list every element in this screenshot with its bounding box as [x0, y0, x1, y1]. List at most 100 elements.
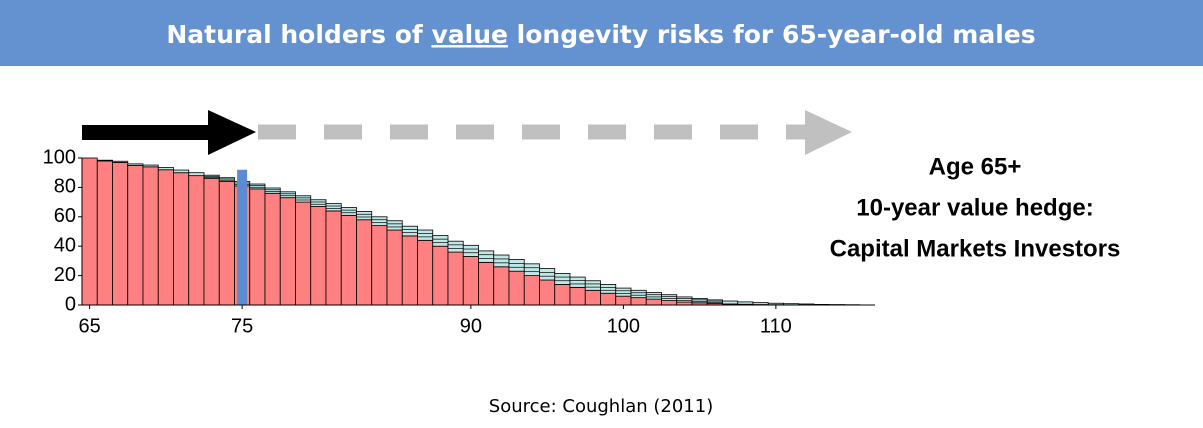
survival-bar — [280, 198, 295, 305]
uncertainty-band — [448, 241, 463, 252]
uncertainty-band — [128, 164, 143, 165]
survival-bar — [524, 276, 539, 305]
uncertainty-band — [113, 161, 128, 162]
survival-bar — [158, 170, 173, 305]
uncertainty-band — [738, 302, 753, 304]
title-part: Natural holders of — [166, 20, 431, 49]
dashed-arrow-head — [805, 110, 852, 155]
survival-bar — [540, 280, 555, 305]
survival-bar — [265, 193, 280, 305]
uncertainty-band — [585, 281, 600, 291]
uncertainty-band — [97, 160, 112, 161]
uncertainty-band — [601, 284, 616, 293]
uncertainty-band — [570, 277, 585, 287]
x-tick-label: 110 — [760, 315, 792, 337]
uncertainty-band — [540, 269, 555, 280]
uncertainty-band — [265, 188, 280, 193]
uncertainty-band — [692, 298, 707, 302]
survival-bar — [174, 173, 189, 305]
y-tick-label: 0 — [65, 293, 76, 315]
x-tick-label: 100 — [607, 315, 640, 337]
uncertainty-band — [677, 297, 692, 302]
survival-bar — [494, 267, 509, 305]
annotation: Capital Markets Investors — [830, 235, 1121, 262]
uncertainty-band — [707, 300, 722, 304]
annotation: Age 65+ — [929, 153, 1022, 180]
uncertainty-band — [250, 184, 265, 189]
uncertainty-band — [418, 230, 433, 240]
uncertainty-band — [387, 221, 402, 230]
survival-bar — [631, 298, 646, 305]
uncertainty-band — [753, 303, 768, 305]
uncertainty-band — [631, 290, 646, 297]
uncertainty-band — [341, 208, 356, 216]
survival-bar — [189, 176, 204, 305]
survival-bar — [250, 189, 265, 305]
uncertainty-band — [204, 175, 219, 178]
uncertainty-band — [463, 245, 478, 256]
title-part: longevity risks for 65-year-old males — [508, 20, 1036, 49]
survival-bar — [341, 215, 356, 305]
survival-bar — [113, 162, 128, 305]
uncertainty-band — [174, 170, 189, 173]
title-emphasis: value — [431, 20, 508, 49]
survival-bar — [555, 284, 570, 305]
uncertainty-band — [524, 264, 539, 276]
uncertainty-band — [326, 204, 341, 211]
survival-bar — [662, 301, 677, 305]
survival-bar — [372, 226, 387, 305]
survival-bar — [143, 167, 158, 305]
survival-bar — [402, 236, 417, 305]
uncertainty-band — [616, 288, 631, 296]
uncertainty-band — [768, 303, 783, 304]
survival-bar — [616, 296, 631, 305]
survival-bar — [82, 158, 97, 305]
uncertainty-band — [509, 259, 524, 271]
survival-bar — [311, 207, 326, 305]
survival-bar — [570, 287, 585, 305]
survival-bar — [585, 290, 600, 305]
survival-bar — [204, 179, 219, 305]
x-tick-label: 90 — [460, 315, 482, 337]
survival-bar — [296, 202, 311, 305]
uncertainty-band — [158, 168, 173, 170]
y-tick-label: 100 — [43, 146, 76, 168]
survival-bar — [418, 240, 433, 305]
uncertainty-band — [357, 212, 372, 220]
uncertainty-band — [723, 301, 738, 304]
survival-bar — [433, 246, 448, 305]
source: Source: Coughlan (2011) — [489, 396, 713, 417]
uncertainty-band — [296, 196, 311, 202]
hedge-marker — [237, 170, 247, 305]
survival-bar — [357, 220, 372, 305]
y-tick-label: 80 — [54, 176, 76, 198]
survival-bar — [509, 271, 524, 305]
uncertainty-band — [662, 295, 677, 301]
survival-bar — [646, 299, 661, 305]
uncertainty-band — [280, 192, 295, 198]
uncertainty-band — [402, 226, 417, 236]
uncertainty-band — [646, 293, 661, 300]
y-tick-label: 60 — [54, 205, 76, 227]
survival-bar — [601, 293, 616, 305]
arrow-head — [208, 110, 256, 155]
uncertainty-band — [189, 173, 204, 176]
survival-bar — [448, 252, 463, 305]
uncertainty-band — [372, 217, 387, 226]
uncertainty-band — [479, 251, 494, 262]
y-tick-label: 20 — [54, 264, 76, 286]
survival-bar — [387, 230, 402, 305]
y-tick-label: 40 — [54, 234, 76, 256]
survival-bar — [326, 211, 341, 305]
annotation: 10-year value hedge: — [856, 194, 1093, 221]
uncertainty-band — [143, 165, 158, 167]
title: Natural holders of value longevity risks… — [166, 20, 1035, 49]
x-tick-label: 65 — [79, 315, 101, 337]
uncertainty-band — [433, 236, 448, 247]
arrow-shaft — [82, 125, 212, 140]
survival-bar — [128, 165, 143, 305]
survival-bar — [463, 256, 478, 305]
survival-bar — [219, 182, 234, 305]
